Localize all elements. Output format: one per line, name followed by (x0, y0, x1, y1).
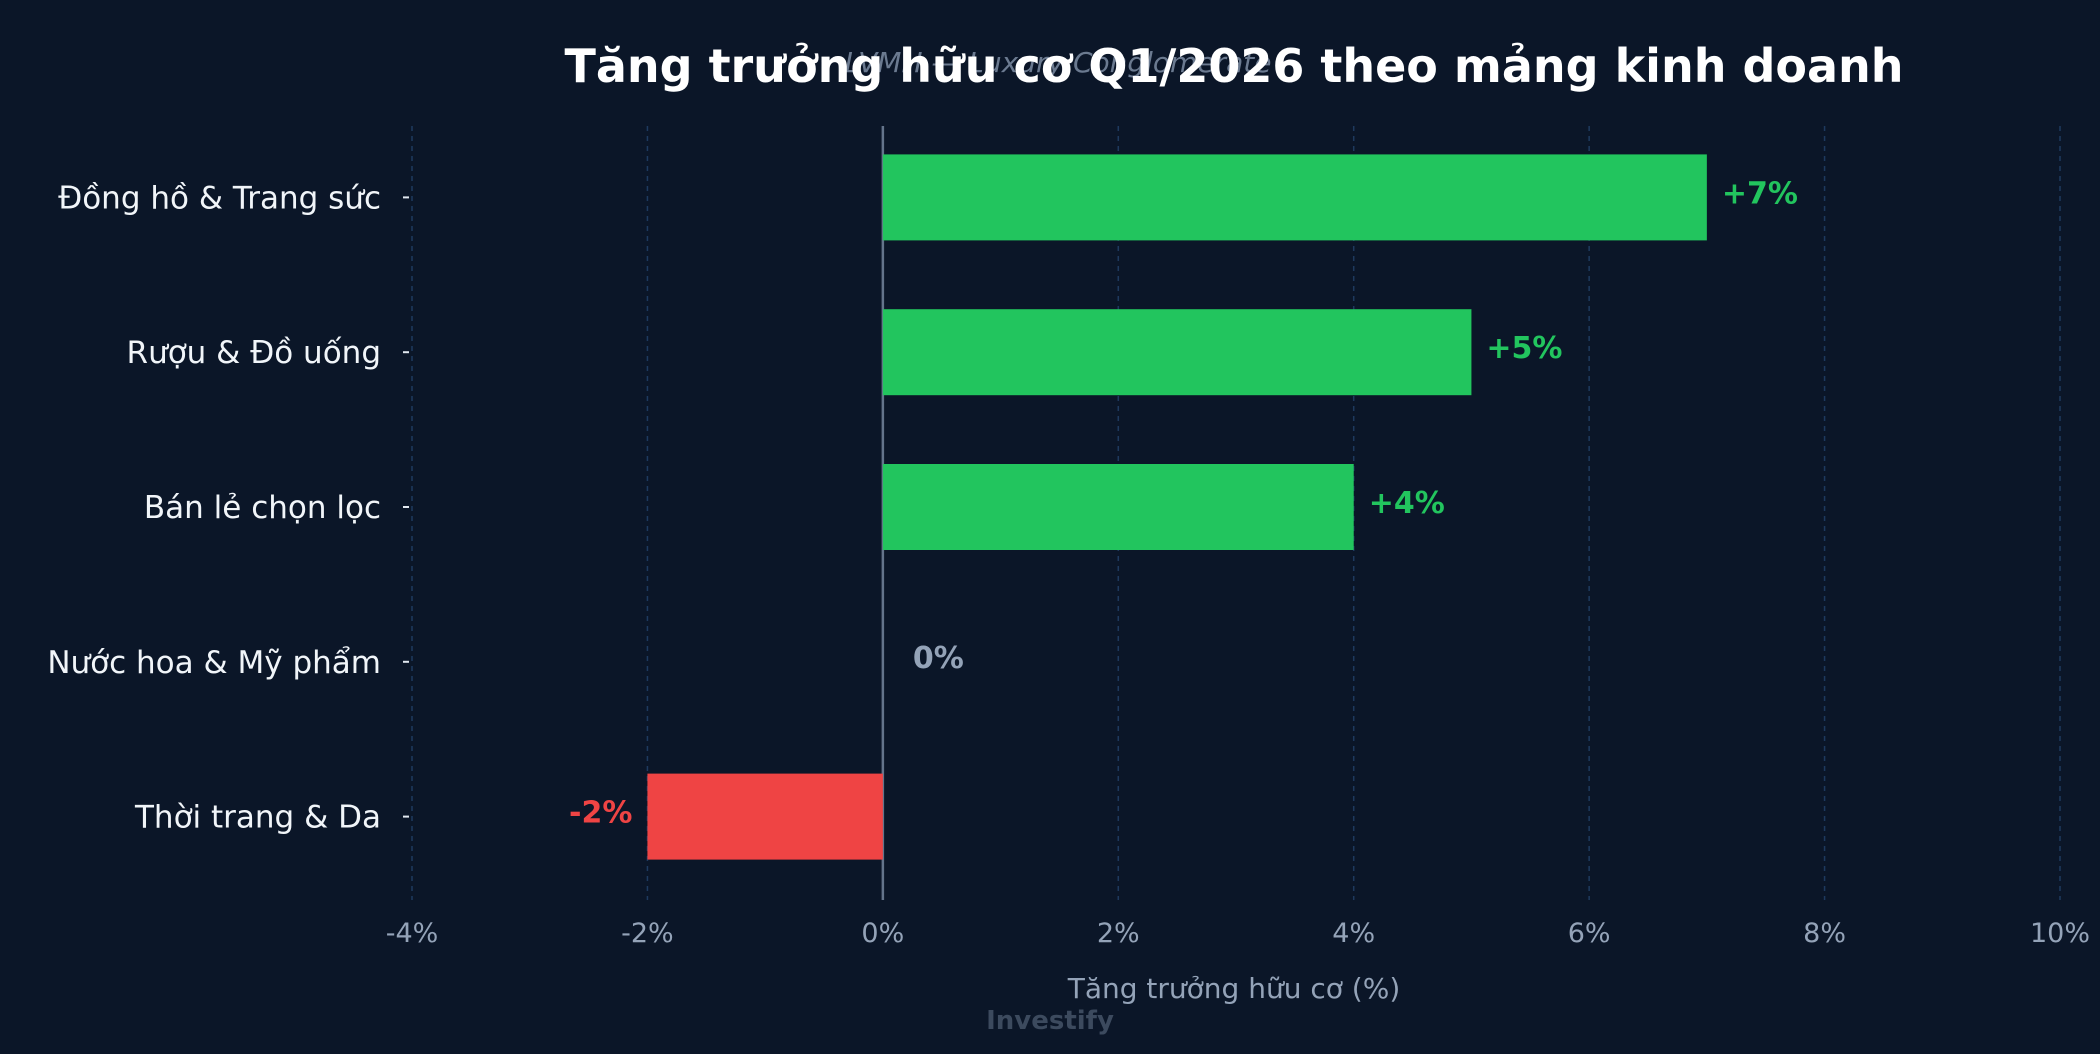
value-labels: +7% +5% +4% 0% -2% (569, 176, 1798, 830)
x-tick-label: 6% (1568, 918, 1611, 949)
x-tick-label: 4% (1332, 918, 1375, 949)
x-axis-title: Tăng trưởng hữu cơ (%) (1067, 972, 1401, 1005)
category-label: Nước hoa & Mỹ phẩm (47, 645, 381, 681)
category-label: Thời trang & Da (134, 800, 381, 836)
value-label: +5% (1486, 331, 1562, 366)
x-tick-label: 8% (1803, 918, 1846, 949)
y-axis: Đồng hồ & Trang sức Rượu & Đồ uống Bán lẻ … (47, 180, 409, 836)
bar (882, 464, 1354, 550)
x-tick-label: 0% (861, 918, 904, 949)
bar (882, 154, 1707, 241)
x-axis: -4% -2% 0% 2% 4% 6% 8% 10% (386, 918, 2090, 949)
category-label: Đồng hồ & Trang sức (58, 180, 381, 216)
x-tick-label: -2% (621, 918, 674, 949)
x-tick-label: 10% (2030, 918, 2090, 949)
value-label: -2% (569, 796, 632, 831)
category-label: Rượu & Đồ uống (127, 335, 381, 371)
value-label: +4% (1369, 486, 1445, 521)
watermark-text: Investify (986, 1006, 1114, 1036)
value-label: 0% (913, 641, 964, 676)
category-label: Bán lẻ chọn lọc (144, 490, 381, 526)
x-tick-label: 2% (1097, 918, 1140, 949)
bar (647, 773, 883, 860)
value-label: +7% (1722, 176, 1798, 211)
chart-title: Tăng trưởng hữu cơ Q1/2026 theo mảng kin… (564, 39, 1903, 93)
chart-subtitle: LVMH — Luxury Conglomerate (845, 46, 1272, 79)
x-tick-label: -4% (386, 918, 439, 949)
bar (882, 309, 1472, 396)
bars (647, 154, 1707, 860)
